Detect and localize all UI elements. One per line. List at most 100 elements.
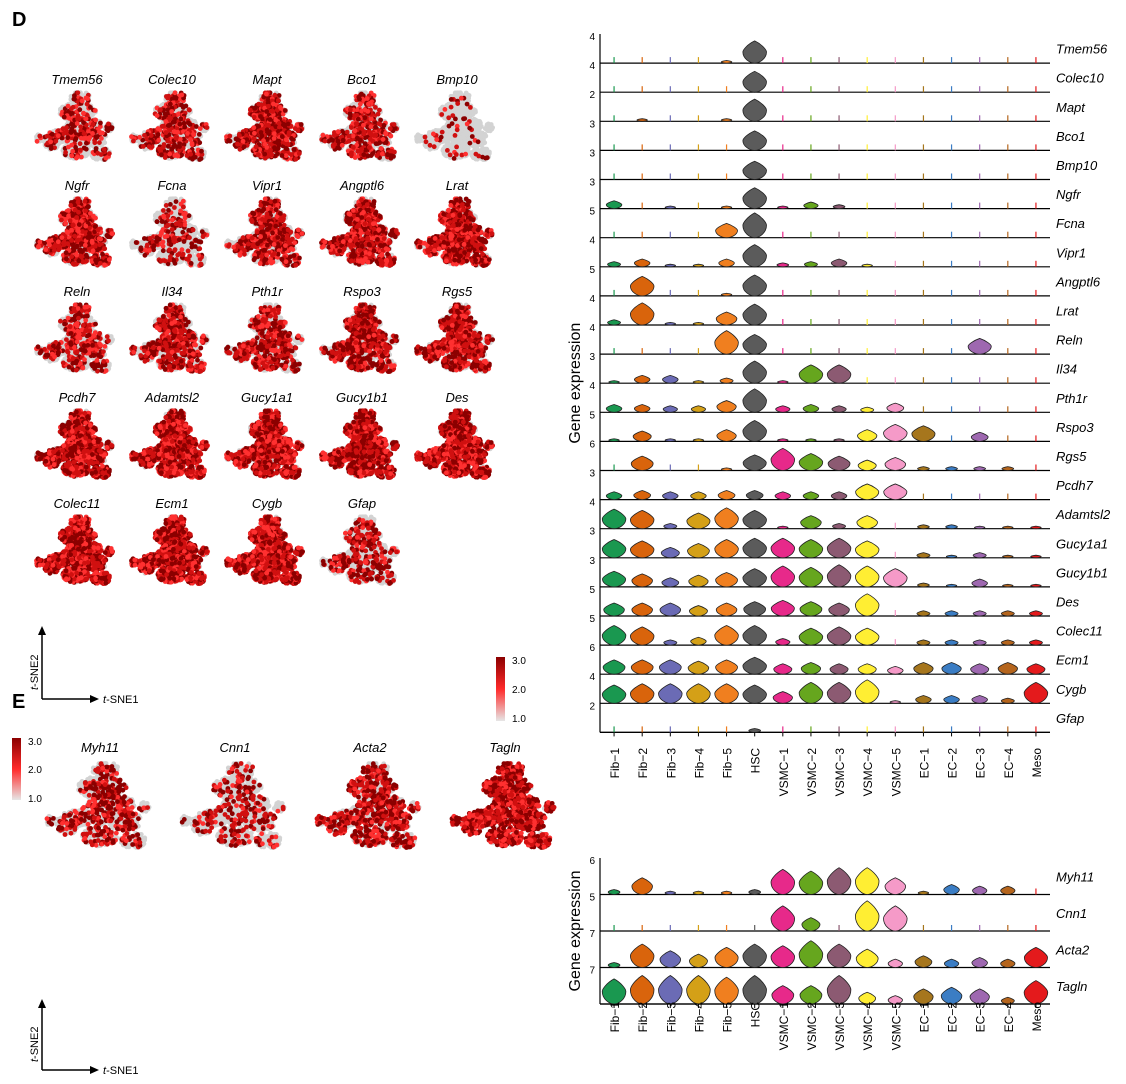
tsne-expression-cells [34,514,115,586]
tsne-gene-title: Acta2 [352,740,387,755]
row-ymax-tick: 4 [589,323,595,334]
x-tick-label: VSMC−4 [861,748,875,797]
row-ymax-tick: 4 [589,61,595,72]
tsne-map-ngfr: Ngfr [34,178,115,268]
x-tick-label: EC−4 [1002,1002,1016,1033]
tsne-map-angptl6: Angptl6 [319,178,400,268]
violin-mark [858,664,876,674]
violin-mark [687,543,709,557]
tsne-map-il34: Il34 [129,284,210,374]
violin-mark [663,406,677,413]
violin-mark [693,891,704,894]
tsne-gene-title: Lrat [446,178,470,193]
row-ymax-tick: 5 [589,265,595,276]
violin-mark [804,262,817,267]
violin-mark [799,454,823,471]
tsne-map-des: Des [414,390,495,480]
violin-mark [665,322,676,325]
violin-mark [665,206,676,209]
violin-mark [715,540,739,558]
violin-mark [827,868,851,895]
violin-mark [771,448,795,470]
violin-mark [1027,664,1045,674]
tsne-map-gucy1b1: Gucy1b1 [319,390,400,480]
violin-mark [855,680,879,703]
tsne-expression-cells [414,196,494,268]
violin-mark [829,603,850,616]
tsne-gene-title: Cnn1 [219,740,250,755]
violin-mark [971,432,988,441]
violin-mark [915,956,932,968]
tsne-gene-title: Bco1 [347,72,377,87]
violin-plot-panel-d: 4Tmem564Colec102Mapt3Bco13Bmp103Ngfr5Fcn… [567,32,1111,796]
tsne-map-bco1: Bco1 [319,72,400,162]
violin-mark [827,682,851,703]
violin-mark [856,484,879,500]
row-gene-label: Gucy1b1 [1056,565,1108,580]
violin-mark [743,161,767,179]
violin-mark [972,957,988,967]
violin-mark [715,684,739,704]
violin-mark [715,331,739,354]
violin-mark [630,944,654,967]
x-tick-label: Fib−5 [721,1002,735,1033]
x-tick-label: Meso [1030,748,1044,778]
row-gene-label: Tagln [1056,979,1087,994]
violin-mark [743,389,767,412]
colorbar-panel-d: 3.0 2.0 1.0 [496,656,526,725]
violin-mark [716,573,738,587]
violin-mark [777,263,789,267]
x-tick-label: VSMC−3 [833,1002,847,1051]
violin-mark [884,569,908,587]
violin-mark [1001,640,1014,645]
violin-mark [1031,584,1042,587]
violin-mark [918,891,929,894]
tsne-gene-title: Rspo3 [343,284,381,299]
violin-mark [609,439,620,442]
violin-mark [664,523,677,528]
violin-mark [660,951,681,968]
row-ymax-tick: 2 [589,701,595,712]
tsne-gene-title: Pcdh7 [59,390,97,405]
violin-mark [743,685,767,703]
violin-mark [774,664,792,674]
violin-mark [914,989,933,1004]
row-ymax-tick: 3 [589,178,595,189]
violin-mark [884,906,908,931]
row-gene-label: Tmem56 [1056,42,1108,57]
tsne-map-pth1r: Pth1r [224,284,305,374]
row-gene-label: Fcna [1056,216,1085,231]
tsne-expression-cells [129,514,210,586]
colorbar-tick: 2.0 [28,765,42,776]
tsne-expression-cells [35,90,115,162]
violin-mark [630,276,654,296]
tsne-map-myh11: Myh11 [45,740,152,850]
row-gene-label: Acta2 [1055,942,1090,957]
row-ymax-tick: 3 [589,469,595,480]
violin-mark [715,947,738,967]
violin-mark [721,293,732,296]
x-tick-label: VSMC−5 [889,748,903,797]
tsne-map-rspo3: Rspo3 [319,284,400,374]
violin-ylabel: Gene expression [567,323,584,444]
row-gene-label: Vipr1 [1056,245,1086,260]
violin-mark [630,684,654,704]
violin-mark [602,571,625,587]
x-tick-label: Fib−5 [721,748,735,779]
x-tick-label: VSMC−5 [889,1002,903,1051]
violin-mark [912,426,935,442]
tsne-expression-cells [34,302,111,374]
violin-mark [602,509,626,529]
tsne-gene-title: Cygb [252,496,282,511]
x-tick-label: EC−1 [917,748,931,779]
violin-mark [721,891,732,894]
